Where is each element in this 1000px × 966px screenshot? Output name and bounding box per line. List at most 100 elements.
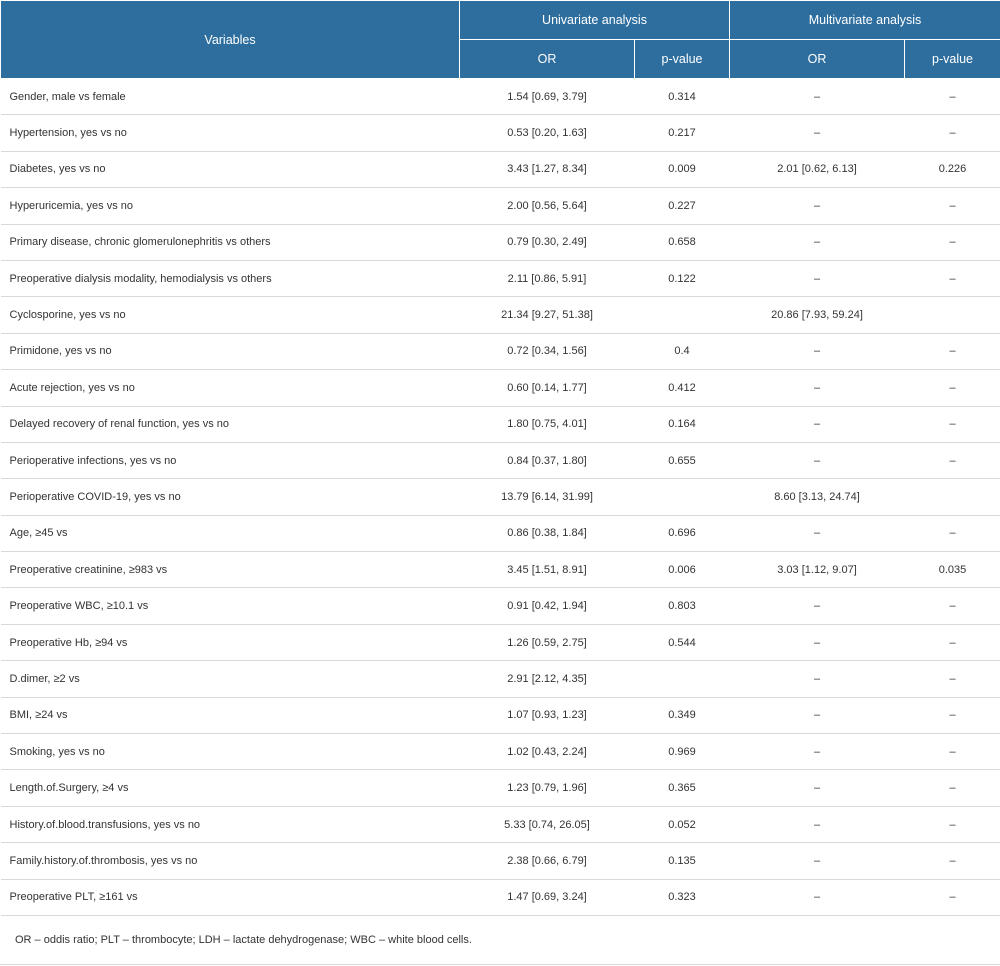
cell-variable: Perioperative infections, yes vs no (0, 442, 460, 480)
table-row: Gender, male vs female 1.54 [0.69, 3.79] 0… (0, 78, 1000, 116)
table-row: Family.history.of.thrombosis, yes vs no 2… (0, 842, 1000, 880)
cell-multi-or: – (729, 224, 905, 261)
cell-uni-or: 0.84 [0.37, 1.80] (459, 442, 635, 480)
cell-uni-pvalue: 0.227 (634, 187, 730, 225)
table-row: Diabetes, yes vs no 3.43 [1.27, 8.34] 0.00… (0, 151, 1000, 189)
cell-uni-pvalue: 0.349 (634, 697, 730, 735)
cell-multi-or: – (729, 260, 905, 298)
cell-multi-pvalue: – (904, 660, 1000, 698)
header-row-group: Variables Univariate analysis Multivaria… (0, 0, 1000, 79)
cell-multi-or: – (729, 733, 905, 771)
header-univariate: Univariate analysis (458, 0, 731, 40)
header-uni-or: OR (459, 39, 635, 79)
cell-multi-or: 2.01 [0.62, 6.13] (729, 151, 905, 189)
cell-uni-pvalue: 0.696 (634, 515, 730, 553)
cell-variable: Age, ≥45 vs (0, 515, 460, 553)
header-multivariate: Multivariate analysis (729, 0, 1000, 40)
cell-multi-pvalue: – (904, 260, 1000, 298)
cell-multi-pvalue: 0.226 (904, 151, 1000, 189)
cell-multi-pvalue: – (904, 224, 1000, 261)
cell-variable: Preoperative Hb, ≥94 vs (0, 624, 460, 662)
cell-uni-or: 1.26 [0.59, 2.75] (459, 624, 635, 662)
cell-multi-pvalue: – (904, 697, 1000, 735)
cell-uni-pvalue: 0.655 (634, 442, 730, 480)
cell-uni-pvalue (634, 660, 730, 698)
cell-multi-or: – (729, 842, 905, 880)
cell-uni-pvalue: 0.164 (634, 406, 730, 443)
cell-variable: Preoperative creatinine, ≥983 vs (0, 551, 460, 589)
cell-multi-or: – (729, 769, 905, 807)
cell-uni-pvalue: 0.122 (634, 260, 730, 298)
cell-multi-pvalue: – (904, 515, 1000, 553)
cell-multi-or: 3.03 [1.12, 9.07] (729, 551, 905, 589)
cell-variable: Preoperative PLT, ≥161 vs (0, 879, 460, 916)
table-row: Smoking, yes vs no 1.02 [0.43, 2.24] 0.969… (0, 733, 1000, 771)
cell-uni-or: 3.43 [1.27, 8.34] (459, 151, 635, 189)
table-row: Primary disease, chronic glomerulonephri… (0, 224, 1000, 261)
table-row: Perioperative infections, yes vs no 0.84 … (0, 442, 1000, 480)
table-row: Preoperative WBC, ≥10.1 vs 0.91 [0.42, 1.… (0, 587, 1000, 625)
cell-multi-pvalue: – (904, 369, 1000, 407)
cell-variable: Diabetes, yes vs no (0, 151, 460, 189)
cell-variable: Primidone, yes vs no (0, 333, 460, 371)
header-variables: Variables (0, 0, 460, 79)
cell-uni-or: 5.33 [0.74, 26.05] (459, 806, 635, 844)
cell-multi-pvalue: – (904, 587, 1000, 625)
cell-uni-pvalue: 0.314 (634, 78, 730, 116)
cell-uni-or: 13.79 [6.14, 31.99] (459, 478, 635, 516)
cell-variable: Family.history.of.thrombosis, yes vs no (0, 842, 460, 880)
cell-multi-or: – (729, 187, 905, 225)
cell-uni-or: 0.53 [0.20, 1.63] (459, 114, 635, 152)
cell-multi-or: – (729, 369, 905, 407)
cell-multi-pvalue: – (904, 733, 1000, 771)
cell-variable: Hypertension, yes vs no (0, 114, 460, 152)
table-row: Primidone, yes vs no 0.72 [0.34, 1.56] 0.4… (0, 333, 1000, 371)
cell-multi-pvalue: – (904, 406, 1000, 443)
table-row: Cyclosporine, yes vs no 21.34 [9.27, 51.3… (0, 296, 1000, 334)
header-uni-pvalue: p-value (633, 39, 731, 79)
cell-multi-or: – (729, 624, 905, 662)
cell-multi-or: – (729, 442, 905, 480)
cell-multi-or: – (729, 587, 905, 625)
header-row-sub: OR p-value OR p-value (1, 39, 1000, 79)
table-row: Hypertension, yes vs no 0.53 [0.20, 1.63]… (0, 114, 1000, 152)
cell-multi-or: – (729, 406, 905, 443)
cell-variable: Preoperative WBC, ≥10.1 vs (0, 587, 460, 625)
cell-uni-pvalue: 0.658 (634, 224, 730, 261)
header-multi-pvalue: p-value (904, 39, 1000, 79)
table-row: Preoperative dialysis modality, hemodial… (0, 260, 1000, 298)
cell-uni-pvalue: 0.217 (634, 114, 730, 152)
cell-uni-or: 2.91 [2.12, 4.35] (459, 660, 635, 698)
cell-multi-pvalue: – (904, 442, 1000, 480)
cell-multi-or: – (729, 78, 905, 116)
cell-multi-or: 8.60 [3.13, 24.74] (729, 478, 905, 516)
cell-uni-or: 1.47 [0.69, 3.24] (459, 879, 635, 916)
cell-uni-or: 0.86 [0.38, 1.84] (459, 515, 635, 553)
cell-uni-or: 1.07 [0.93, 1.23] (459, 697, 635, 735)
table-row: Hyperuricemia, yes vs no 2.00 [0.56, 5.64… (0, 187, 1000, 225)
table-row: Preoperative PLT, ≥161 vs 1.47 [0.69, 3.2… (0, 879, 1000, 916)
cell-variable: Gender, male vs female (0, 78, 460, 116)
table-body: Gender, male vs female 1.54 [0.69, 3.79] 0… (0, 78, 1000, 916)
cell-uni-pvalue: 0.803 (634, 587, 730, 625)
cell-multi-or: 20.86 [7.93, 59.24] (729, 296, 905, 334)
table-row: Acute rejection, yes vs no 0.60 [0.14, 1.… (0, 369, 1000, 407)
cell-multi-or: – (729, 333, 905, 371)
cell-uni-pvalue: 0.544 (634, 624, 730, 662)
table-row: Delayed recovery of renal function, yes … (0, 406, 1000, 443)
cell-variable: Cyclosporine, yes vs no (0, 296, 460, 334)
cell-variable: Smoking, yes vs no (0, 733, 460, 771)
table-row: D.dimer, ≥2 vs 2.91 [2.12, 4.35] – – (0, 660, 1000, 698)
cell-multi-pvalue: – (904, 842, 1000, 880)
cell-uni-or: 21.34 [9.27, 51.38] (459, 296, 635, 334)
cell-multi-or: – (729, 697, 905, 735)
cell-variable: D.dimer, ≥2 vs (0, 660, 460, 698)
cell-uni-pvalue: 0.323 (634, 879, 730, 916)
table-header: Variables Univariate analysis Multivaria… (0, 0, 1000, 79)
table-row: Preoperative Hb, ≥94 vs 1.26 [0.59, 2.75]… (0, 624, 1000, 662)
cell-multi-pvalue: – (904, 187, 1000, 225)
cell-multi-pvalue: – (904, 333, 1000, 371)
cell-uni-or: 0.79 [0.30, 2.49] (459, 224, 635, 261)
cell-variable: BMI, ≥24 vs (0, 697, 460, 735)
